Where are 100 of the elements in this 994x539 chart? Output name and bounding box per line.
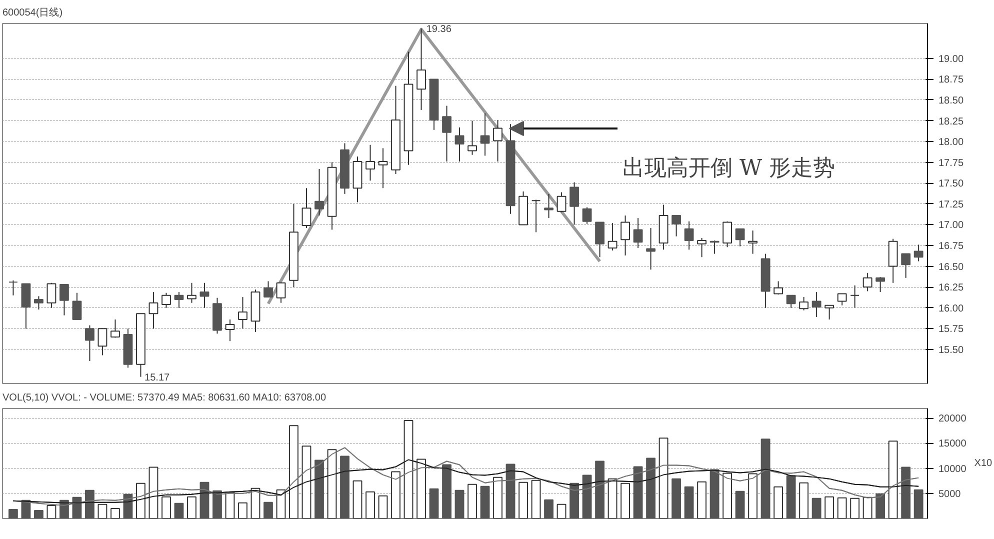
bar bbox=[608, 478, 618, 518]
y-tick-label: 17.50 bbox=[938, 178, 964, 190]
y-tick-label: 18.25 bbox=[938, 116, 964, 128]
y-tick-label: 16.75 bbox=[938, 240, 964, 252]
candlestick bbox=[162, 292, 171, 308]
candlestick bbox=[148, 292, 158, 330]
bar bbox=[416, 458, 426, 518]
candlestick bbox=[493, 119, 502, 162]
candlestick bbox=[570, 182, 579, 226]
bar bbox=[672, 478, 681, 518]
bar bbox=[314, 460, 324, 518]
candlestick bbox=[914, 244, 924, 262]
bar bbox=[824, 496, 834, 518]
bar bbox=[302, 446, 312, 518]
bar bbox=[493, 476, 502, 518]
bar bbox=[378, 495, 388, 518]
candlestick bbox=[735, 228, 745, 247]
bar bbox=[837, 497, 847, 518]
bar bbox=[876, 493, 886, 518]
candlestick bbox=[672, 215, 681, 237]
y-tick-label: 16.25 bbox=[938, 282, 964, 294]
bar bbox=[684, 486, 694, 518]
annotation: 19.36 bbox=[426, 24, 452, 35]
y-tick-label: 15000 bbox=[938, 438, 967, 450]
candlestick bbox=[595, 222, 604, 258]
bar bbox=[212, 490, 222, 518]
candlestick bbox=[238, 296, 248, 330]
candlestick bbox=[72, 292, 82, 320]
candlestick bbox=[620, 215, 630, 256]
bar bbox=[136, 482, 146, 518]
candlestick bbox=[633, 218, 643, 248]
bar bbox=[570, 482, 579, 518]
bar bbox=[110, 508, 120, 518]
bar bbox=[46, 504, 56, 518]
candlestick bbox=[774, 280, 784, 296]
bar bbox=[148, 466, 158, 518]
candlestick bbox=[812, 292, 822, 318]
bar bbox=[760, 438, 770, 518]
bar bbox=[710, 469, 720, 518]
bar bbox=[748, 473, 758, 518]
bar bbox=[429, 488, 439, 518]
candlestick bbox=[200, 282, 210, 308]
bar bbox=[646, 458, 656, 518]
bar bbox=[518, 482, 528, 518]
bar bbox=[162, 496, 171, 518]
candlestick bbox=[174, 292, 184, 308]
bar bbox=[786, 475, 796, 518]
candlestick bbox=[608, 222, 618, 251]
candlestick bbox=[531, 199, 541, 233]
candlestick bbox=[60, 284, 69, 316]
candlestick bbox=[98, 328, 108, 356]
candlestick bbox=[302, 188, 312, 229]
bar bbox=[722, 472, 732, 518]
y-tick-label: 20000 bbox=[938, 414, 967, 425]
candlestick bbox=[876, 276, 886, 293]
y-tick-label: 10000 bbox=[938, 464, 967, 475]
bar bbox=[404, 420, 414, 518]
candlestick bbox=[8, 280, 18, 296]
bar bbox=[480, 486, 490, 518]
bar bbox=[366, 491, 375, 518]
y-tick-label: 15.50 bbox=[938, 344, 964, 356]
chart-title: 600054(日线) bbox=[2, 6, 63, 18]
candlestick bbox=[824, 304, 834, 320]
bar bbox=[468, 484, 477, 518]
bar bbox=[340, 456, 350, 518]
candlestick bbox=[34, 296, 44, 310]
y-tick-label: 16.50 bbox=[938, 262, 964, 273]
candlestick bbox=[862, 272, 872, 292]
bar bbox=[442, 464, 452, 518]
bar bbox=[799, 482, 809, 518]
candlestick bbox=[366, 144, 375, 182]
bar bbox=[633, 466, 643, 518]
candlestick bbox=[264, 280, 273, 298]
bar bbox=[595, 460, 604, 518]
candlestick bbox=[468, 120, 477, 156]
candlestick bbox=[21, 283, 31, 330]
bar bbox=[264, 502, 273, 518]
candlestick bbox=[416, 28, 426, 110]
bar bbox=[901, 466, 911, 518]
chart-title: VOL(5,10) VVOL: - VOLUME: 57370.49 MA5: 80631.60 MA10: 63708.00 bbox=[2, 392, 326, 404]
y-tick-label: 16.00 bbox=[938, 303, 964, 314]
annotation: 15.17 bbox=[144, 372, 170, 384]
y-tick-label: 19.00 bbox=[938, 54, 964, 65]
candlestick bbox=[646, 228, 656, 270]
bar bbox=[225, 492, 235, 518]
candlestick bbox=[454, 126, 464, 162]
candlestick bbox=[276, 282, 286, 304]
y-axis-title: X10 bbox=[974, 458, 993, 469]
annotation: 出现高开倒 W 形走势 bbox=[622, 156, 836, 181]
candlestick bbox=[684, 220, 694, 250]
candlestick bbox=[480, 112, 490, 156]
candlestick bbox=[314, 168, 324, 216]
bar bbox=[544, 499, 554, 518]
candlestick bbox=[901, 253, 911, 278]
candlestick bbox=[850, 284, 860, 308]
candlestick bbox=[582, 206, 592, 224]
bar bbox=[888, 440, 898, 518]
bar bbox=[174, 502, 184, 518]
y-tick-label: 17.25 bbox=[938, 199, 964, 210]
y-tick-label: 18.50 bbox=[938, 95, 964, 106]
